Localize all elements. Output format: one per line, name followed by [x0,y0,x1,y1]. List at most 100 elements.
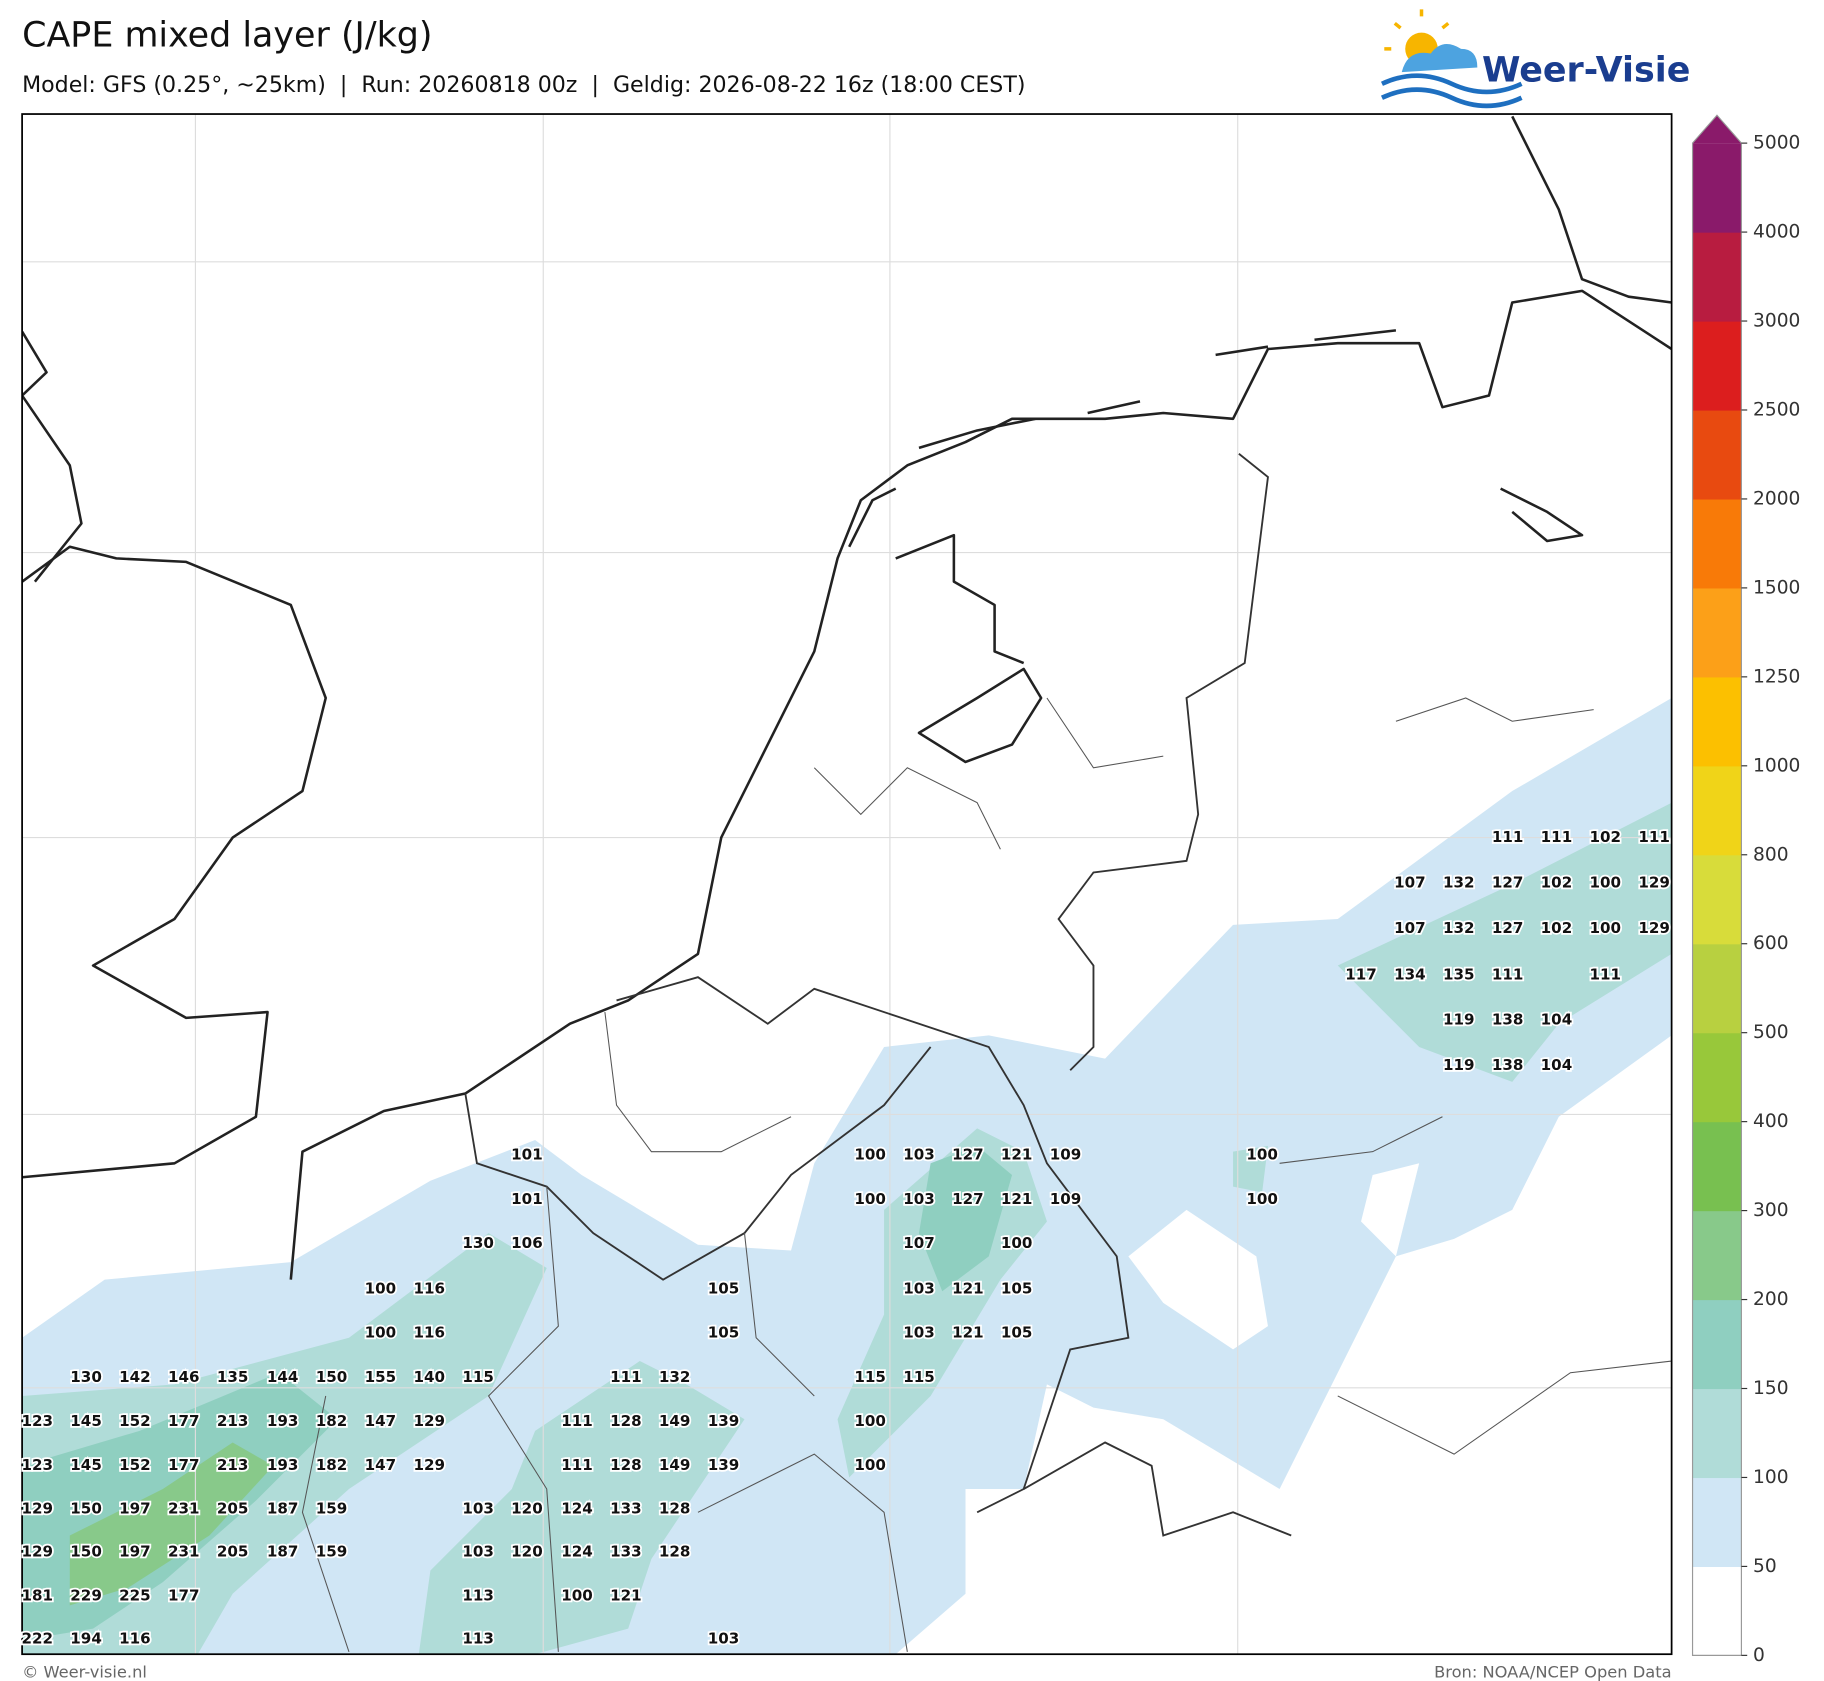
cape-value: 134 [1394,965,1426,983]
cape-value: 177 [168,1587,200,1605]
logo: Weer-Visie [1380,9,1690,109]
cape-value: 100 [365,1279,397,1297]
cape-value: 152 [119,1412,151,1430]
cape-value: 100 [854,1412,886,1430]
cape-value: 128 [610,1412,642,1430]
cape-value: 129 [21,1499,53,1517]
cape-value: 124 [561,1499,593,1517]
cape-value: 104 [1541,1011,1573,1029]
cape-value: 100 [1590,873,1622,891]
title: CAPE mixed layer (J/kg) [22,16,432,56]
cape-value: 129 [1638,873,1670,891]
cape-value: 132 [1443,873,1475,891]
cape-value: 111 [1541,828,1573,846]
cape-value: 120 [511,1499,543,1517]
cape-value: 127 [952,1146,984,1164]
cape-value: 133 [610,1542,642,1560]
cape-value: 213 [217,1412,249,1430]
cape-value: 121 [610,1587,642,1605]
cape-value: 119 [1443,1056,1475,1074]
cape-value: 103 [903,1190,935,1208]
colorbar-tick-label: 4000 [1753,222,1800,243]
colorbar-segment [1692,587,1742,678]
cape-value: 124 [561,1542,593,1560]
cape-value: 100 [854,1146,886,1164]
cape-value: 101 [511,1146,543,1164]
cape-value: 231 [168,1499,200,1517]
cape-value: 116 [413,1324,445,1342]
colorbar-tick-label: 5000 [1753,133,1800,154]
cape-value: 159 [316,1542,348,1560]
cape-value: 222 [21,1630,53,1648]
cape-value: 149 [659,1412,691,1430]
cape-value: 100 [854,1190,886,1208]
cape-value: 147 [365,1456,397,1474]
cape-value: 129 [21,1542,53,1560]
cape-value: 111 [610,1368,642,1386]
colorbar-tick-label: 2500 [1753,399,1800,420]
cape-value: 111 [1492,965,1524,983]
cape-value: 111 [1638,828,1670,846]
cape-value: 177 [168,1456,200,1474]
cape-value: 129 [1638,919,1670,937]
cape-value: 193 [267,1412,299,1430]
colorbar-segment [1692,1299,1742,1390]
cape-value: 100 [1246,1190,1278,1208]
cape-value: 150 [70,1542,102,1560]
colorbar-segment [1692,143,1742,233]
colorbar-tick-label: 1000 [1753,755,1800,776]
cape-value: 105 [708,1324,740,1342]
cape-value: 105 [1001,1279,1033,1297]
cape-value: 113 [462,1630,494,1648]
cape-value: 194 [70,1630,102,1648]
colorbar: 0 50 100 150 200 300 400 500 600 800 1000 1250 1500 2… [1691,114,1800,1666]
cape-value: 128 [610,1456,642,1474]
colorbar-outline [1691,114,1742,1656]
cape-value: 150 [70,1499,102,1517]
cape-value: 121 [1001,1146,1033,1164]
cape-value: 103 [462,1499,494,1517]
footer-left: © Weer-visie.nl [22,1662,147,1681]
cape-value: 105 [1001,1324,1033,1342]
cape-value: 144 [267,1368,299,1386]
cape-value: 205 [217,1542,249,1560]
cape-value: 115 [462,1368,494,1386]
colorbar-segment [1692,1210,1742,1301]
logo-text: Weer-Visie [1482,50,1690,90]
cape-value: 102 [1541,919,1573,937]
cape-value: 113 [462,1587,494,1605]
cape-value: 103 [903,1146,935,1164]
cape-value: 187 [267,1499,299,1517]
cape-value: 100 [365,1324,397,1342]
cape-value: 115 [903,1368,935,1386]
cape-value: 127 [952,1190,984,1208]
cape-value: 119 [1443,1011,1475,1029]
colorbar-tick-label: 800 [1753,844,1789,865]
cape-value: 213 [217,1456,249,1474]
cape-value: 152 [119,1456,151,1474]
colorbar-segment [1692,1388,1742,1479]
cape-value: 128 [659,1499,691,1517]
cape-value: 103 [708,1630,740,1648]
colorbar-tick-label: 400 [1753,1111,1789,1132]
colorbar-segment [1692,321,1742,411]
cape-value: 127 [1492,919,1524,937]
cape-value: 140 [413,1368,445,1386]
colorbar-segment [1692,1477,1742,1567]
colorbar-tick-label: 1500 [1753,577,1800,598]
cape-value: 121 [952,1324,984,1342]
cape-value: 123 [21,1456,53,1474]
cape-value: 139 [708,1456,740,1474]
cape-value: 120 [511,1542,543,1560]
colorbar-tick-label: 150 [1753,1378,1789,1399]
cape-value: 121 [1001,1190,1033,1208]
cape-value: 117 [1345,965,1377,983]
colorbar-segment [1692,1566,1742,1656]
colorbar-tick-label: 0 [1753,1645,1765,1666]
cape-value: 129 [413,1412,445,1430]
cape-value: 102 [1541,873,1573,891]
cape-value: 111 [1590,965,1622,983]
cape-value: 100 [561,1587,593,1605]
cape-value: 155 [365,1368,397,1386]
cape-value: 104 [1541,1056,1573,1074]
